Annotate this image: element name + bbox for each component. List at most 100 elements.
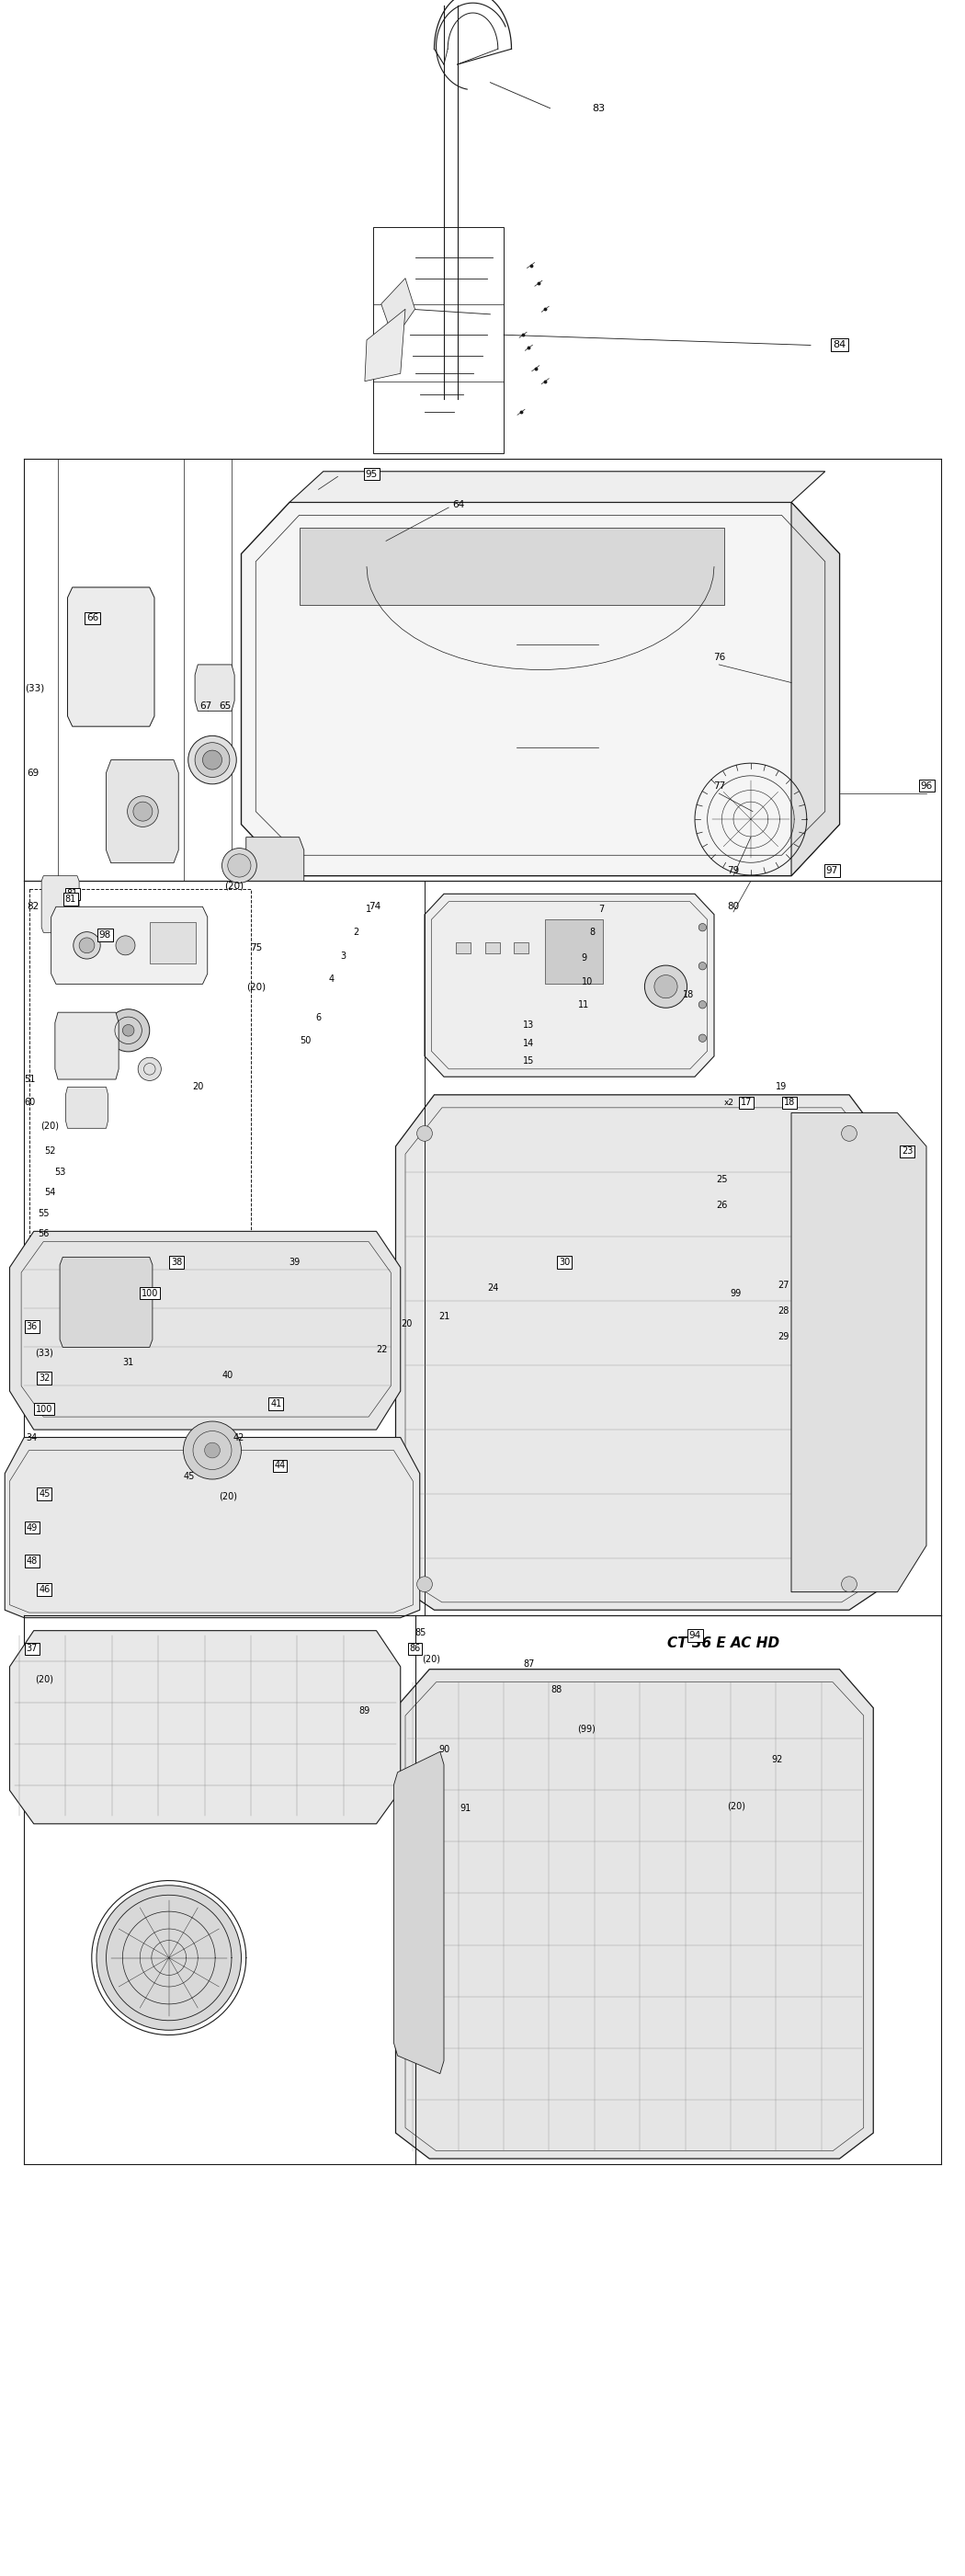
Text: 21: 21 <box>438 1311 450 1321</box>
Polygon shape <box>51 907 207 984</box>
Text: (20): (20) <box>727 1801 746 1811</box>
Text: 25: 25 <box>716 1175 728 1185</box>
Text: 53: 53 <box>54 1167 66 1177</box>
Text: 14: 14 <box>523 1038 535 1048</box>
Text: 45: 45 <box>39 1489 50 1499</box>
Text: 81: 81 <box>67 889 78 899</box>
Text: 76: 76 <box>713 652 725 662</box>
Polygon shape <box>290 471 825 502</box>
Ellipse shape <box>73 933 100 958</box>
Text: 82: 82 <box>27 902 39 912</box>
Text: 99: 99 <box>730 1288 741 1298</box>
Text: (33): (33) <box>36 1347 53 1358</box>
Text: 27: 27 <box>778 1280 789 1291</box>
Text: 49: 49 <box>26 1522 38 1533</box>
Polygon shape <box>396 1669 873 2159</box>
Text: 85: 85 <box>415 1628 427 1638</box>
Text: 20: 20 <box>192 1082 204 1092</box>
Ellipse shape <box>123 1025 134 1036</box>
Text: 50: 50 <box>300 1036 312 1046</box>
Text: 66: 66 <box>87 613 98 623</box>
Polygon shape <box>5 1437 420 1618</box>
Text: 40: 40 <box>222 1370 234 1381</box>
Text: 20: 20 <box>400 1319 412 1329</box>
Text: 26: 26 <box>716 1200 728 1211</box>
Text: (20): (20) <box>246 981 265 992</box>
Text: 36: 36 <box>26 1321 38 1332</box>
Text: 81: 81 <box>65 894 76 904</box>
Text: (20): (20) <box>225 881 244 891</box>
Text: 65: 65 <box>219 701 231 711</box>
Text: 9: 9 <box>581 953 587 963</box>
Polygon shape <box>246 837 304 881</box>
Text: 7: 7 <box>598 904 604 914</box>
Polygon shape <box>60 1257 152 1347</box>
Text: 28: 28 <box>778 1306 789 1316</box>
Text: 100: 100 <box>36 1404 53 1414</box>
Polygon shape <box>381 278 415 340</box>
Ellipse shape <box>188 737 236 783</box>
Text: 84: 84 <box>833 340 846 350</box>
Polygon shape <box>299 528 724 605</box>
Text: 31: 31 <box>123 1358 134 1368</box>
Ellipse shape <box>138 1059 161 1079</box>
Ellipse shape <box>79 938 95 953</box>
Text: 10: 10 <box>582 976 593 987</box>
Text: 94: 94 <box>689 1631 701 1641</box>
Text: 60: 60 <box>24 1097 36 1108</box>
Text: (20): (20) <box>41 1121 60 1131</box>
Polygon shape <box>66 1087 108 1128</box>
Text: x2: x2 <box>724 1097 733 1108</box>
Text: 3: 3 <box>341 951 346 961</box>
Ellipse shape <box>107 1010 150 1051</box>
Ellipse shape <box>222 848 257 884</box>
Text: 18: 18 <box>784 1097 795 1108</box>
Text: 38: 38 <box>171 1257 182 1267</box>
Text: 1: 1 <box>366 904 372 914</box>
Text: 34: 34 <box>26 1432 38 1443</box>
Text: CT 36 E AC HD: CT 36 E AC HD <box>668 1636 780 1651</box>
Polygon shape <box>396 1095 888 1610</box>
Text: 44: 44 <box>274 1461 286 1471</box>
Text: 89: 89 <box>359 1705 371 1716</box>
Bar <box>29 889 251 1249</box>
Text: 92: 92 <box>771 1754 783 1765</box>
Text: (33): (33) <box>25 683 44 693</box>
Polygon shape <box>55 1012 119 1079</box>
Text: 24: 24 <box>487 1283 499 1293</box>
Text: 8: 8 <box>590 927 595 938</box>
Polygon shape <box>10 1631 400 1824</box>
Ellipse shape <box>654 976 677 997</box>
Polygon shape <box>365 309 405 381</box>
Text: 64: 64 <box>453 500 464 510</box>
Text: 17: 17 <box>740 1097 752 1108</box>
Polygon shape <box>394 1752 444 2074</box>
Circle shape <box>96 1886 241 2030</box>
Text: 23: 23 <box>901 1146 913 1157</box>
Ellipse shape <box>417 1126 432 1141</box>
Text: (20): (20) <box>35 1674 54 1685</box>
Bar <box>513 943 529 953</box>
Text: 80: 80 <box>728 902 739 912</box>
Text: 13: 13 <box>523 1020 535 1030</box>
Ellipse shape <box>841 1126 857 1141</box>
Polygon shape <box>41 876 79 933</box>
Text: (20): (20) <box>218 1492 237 1502</box>
Text: 83: 83 <box>592 103 605 113</box>
Polygon shape <box>10 1231 400 1430</box>
Text: 77: 77 <box>713 781 725 791</box>
Ellipse shape <box>699 1036 706 1041</box>
Polygon shape <box>241 502 840 876</box>
Text: 29: 29 <box>778 1332 789 1342</box>
Text: 100: 100 <box>141 1288 158 1298</box>
Text: 87: 87 <box>523 1659 535 1669</box>
Text: 79: 79 <box>728 866 739 876</box>
Text: 32: 32 <box>39 1373 50 1383</box>
Text: 74: 74 <box>369 902 380 912</box>
Text: 15: 15 <box>523 1056 535 1066</box>
Ellipse shape <box>116 935 135 956</box>
Text: 75: 75 <box>250 943 262 953</box>
Text: 69: 69 <box>27 768 39 778</box>
Text: 6: 6 <box>316 1012 321 1023</box>
Text: 37: 37 <box>26 1643 38 1654</box>
